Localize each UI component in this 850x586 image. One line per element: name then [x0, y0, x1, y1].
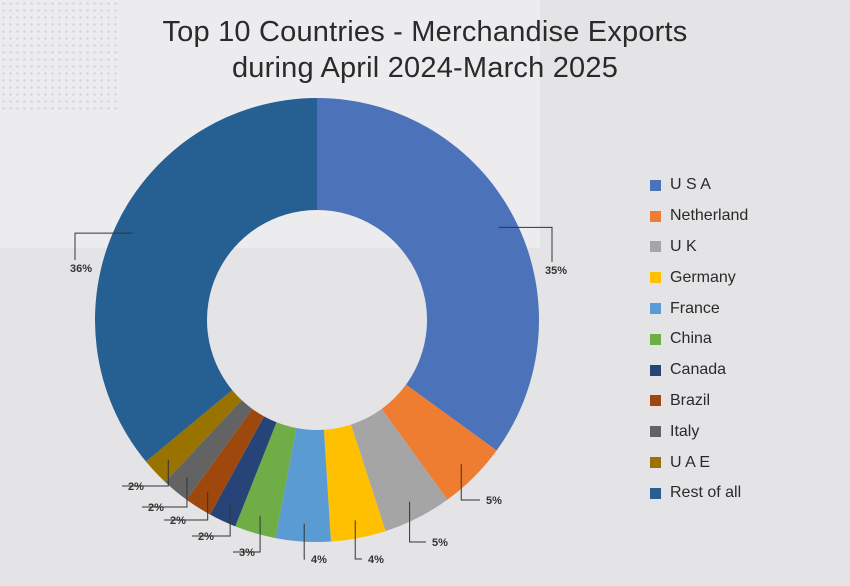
data-label: 2%: [198, 531, 214, 543]
legend-item: Italy: [650, 416, 748, 447]
data-label: 4%: [311, 554, 327, 566]
legend-swatch: [650, 426, 661, 438]
data-label: 2%: [128, 481, 144, 493]
leader-line: [354, 520, 362, 560]
legend-item: Canada: [650, 355, 748, 386]
legend-swatch: [650, 457, 661, 469]
legend-swatch: [650, 487, 661, 499]
legend-item: France: [650, 293, 748, 324]
leader-line: [122, 459, 169, 487]
legend-label: U K: [670, 237, 697, 255]
legend-swatch: [650, 210, 661, 222]
leader-line: [233, 515, 261, 553]
leader-line: [409, 501, 426, 543]
legend-swatch: [650, 303, 661, 315]
legend-swatch: [650, 364, 661, 376]
legend-swatch: [650, 272, 661, 284]
legend-item: U A E: [650, 447, 748, 478]
donut-slice-netherland: [381, 384, 497, 500]
legend-item: Germany: [650, 262, 748, 293]
legend-label: Italy: [670, 422, 700, 440]
data-label: 36%: [70, 263, 92, 275]
dot-pattern-decoration: [0, 0, 120, 110]
legend-label: China: [670, 330, 712, 348]
donut-slice-canada: [210, 416, 277, 527]
legend-item: U S A: [650, 170, 748, 201]
legend-item: China: [650, 324, 748, 355]
legend-label: Netherland: [670, 207, 749, 225]
leader-line: [192, 504, 231, 537]
legend-label: U A E: [670, 453, 711, 471]
legend-swatch: [650, 395, 661, 407]
donut-slice-germany: [323, 424, 386, 542]
leader-line: [74, 232, 133, 260]
legend-label: U S A: [670, 176, 711, 194]
data-label: 5%: [486, 495, 502, 507]
chart-title: Top 10 Countries - Merchandise Exports d…: [0, 14, 850, 86]
donut-slice-italy: [165, 400, 253, 500]
donut-slice-china: [235, 422, 297, 539]
legend-label: France: [670, 299, 720, 317]
donut-slice-u-a-e: [145, 390, 242, 482]
legend-swatch: [650, 179, 661, 191]
legend-swatch: [650, 333, 661, 345]
leader-line: [303, 523, 305, 560]
data-label: 3%: [239, 547, 255, 559]
chart-title-line-2: during April 2024-March 2025: [231, 52, 619, 84]
data-label: 4%: [368, 554, 384, 566]
donut-slice-france: [275, 428, 331, 542]
data-label: 2%: [170, 515, 186, 527]
legend-label: Rest of all: [670, 484, 742, 502]
data-label: 35%: [545, 265, 567, 277]
legend-item: Rest of all: [650, 478, 748, 509]
legend-item: Brazil: [650, 386, 748, 417]
leader-line: [460, 464, 480, 501]
legend-swatch: [650, 241, 661, 253]
chart-title-line-1: Top 10 Countries - Merchandise Exports: [162, 16, 688, 48]
data-label: 5%: [432, 537, 448, 549]
donut-slice-u-s-a: [317, 98, 539, 451]
legend-label: Germany: [670, 268, 736, 286]
data-label: 2%: [148, 502, 164, 514]
legend-label: Canada: [670, 361, 727, 379]
legend-label: Brazil: [670, 391, 711, 409]
legend-item: Netherland: [650, 201, 748, 232]
leader-line: [164, 492, 209, 521]
legend: U S A Netherland U K Germany France China Cana…: [650, 170, 748, 509]
leader-line: [498, 226, 553, 262]
donut-slice-rest-of-all: [94, 97, 317, 462]
legend-item: U K: [650, 232, 748, 263]
donut-slice-brazil: [186, 408, 265, 515]
leader-line: [142, 477, 188, 508]
donut-slice-u-k: [350, 408, 448, 532]
